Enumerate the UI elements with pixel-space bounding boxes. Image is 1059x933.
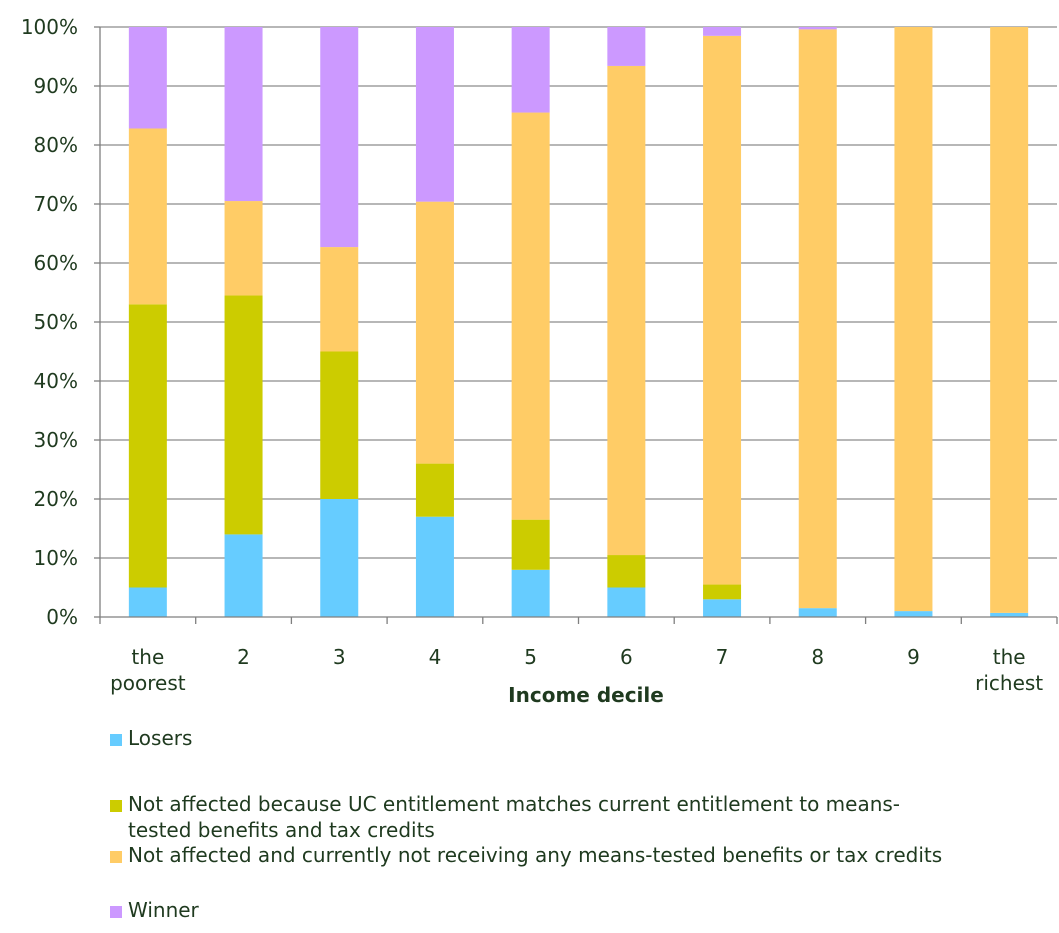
y-tick-label: 20% (34, 487, 78, 511)
bar-segment (703, 27, 742, 36)
bar-segment (894, 611, 933, 617)
y-tick-label: 40% (34, 369, 78, 393)
bar-segment (607, 27, 646, 66)
bars (128, 27, 1029, 617)
y-tick-label: 80% (34, 133, 78, 157)
legend-item: Not affected because UC entitlement matc… (110, 791, 1059, 843)
bar-segment (128, 587, 167, 617)
bar-segment (511, 569, 550, 617)
x-tick-label: the poorest (110, 645, 186, 695)
bar-segment (320, 499, 359, 617)
bar-segment (224, 295, 263, 535)
legend-label: Winner (128, 898, 199, 922)
legend-swatch (110, 906, 122, 918)
bar-segment (798, 608, 837, 617)
bar-segment (415, 463, 454, 517)
bar-segment (320, 351, 359, 499)
bar-segment (224, 27, 263, 202)
bar-segment (607, 555, 646, 588)
bar-segment (607, 65, 646, 556)
bar-segment (511, 27, 550, 113)
x-tick-label: 3 (333, 645, 346, 669)
bar-segment (415, 201, 454, 464)
x-axis-title: Income decile (508, 683, 664, 707)
bar-segment (128, 304, 167, 588)
bar-segment (607, 587, 646, 617)
axes (94, 26, 1058, 624)
x-tick-label: 2 (237, 645, 250, 669)
legend-label: Not affected and currently not receiving… (128, 843, 943, 867)
x-tick-label: 7 (716, 645, 729, 669)
legend-item: Losers (110, 725, 1059, 751)
legend-label: Not affected because UC entitlement matc… (128, 792, 901, 842)
bar-segment (320, 27, 359, 248)
bar-segment (511, 519, 550, 570)
legend-swatch (110, 734, 122, 746)
bar-segment (415, 27, 454, 202)
x-tick-label: 5 (524, 645, 537, 669)
y-tick-label: 60% (34, 251, 78, 275)
bar-segment (990, 612, 1029, 617)
x-tick-labels: the poorest 2 3 4 5 6 7 8 9 the richest (110, 645, 1043, 695)
y-tick-label: 50% (34, 310, 78, 334)
y-tick-label: 70% (34, 192, 78, 216)
bar-segment (798, 29, 837, 609)
x-tick-label: 9 (907, 645, 920, 669)
legend-item: Winner (110, 897, 1059, 923)
legend-label: Losers (128, 726, 193, 750)
bar-segment (224, 201, 263, 296)
y-tick-label: 0% (46, 605, 78, 629)
bar-segment (703, 35, 742, 585)
legend-swatch (110, 800, 122, 812)
x-tick-label: 6 (620, 645, 633, 669)
bar-segment (320, 247, 359, 352)
bar-segment (798, 27, 837, 30)
bar-segment (224, 534, 263, 617)
y-tick-label: 10% (34, 546, 78, 570)
legend-item: Not affected and currently not receiving… (110, 842, 1059, 868)
x-tick-label: 4 (429, 645, 442, 669)
bar-segment (990, 27, 1029, 613)
y-tick-label: 100% (21, 15, 78, 39)
bar-segment (894, 27, 933, 612)
bar-segment (703, 599, 742, 617)
y-tick-label: 30% (34, 428, 78, 452)
y-tick-label: 90% (34, 74, 78, 98)
x-tick-label: 8 (811, 645, 824, 669)
y-tick-labels: 0% 10% 20% 30% 40% 50% 60% 70% 80% 90% 100% (21, 15, 78, 629)
bar-segment (415, 516, 454, 617)
legend-swatch (110, 851, 122, 863)
bar-segment (128, 27, 167, 129)
x-tick-label: the richest (975, 645, 1043, 695)
stacked-bar-chart: 0% 10% 20% 30% 40% 50% 60% 70% 80% 90% 100% the poo… (21, 15, 1058, 707)
bar-segment (128, 128, 167, 305)
bar-segment (511, 112, 550, 520)
bar-segment (703, 584, 742, 600)
